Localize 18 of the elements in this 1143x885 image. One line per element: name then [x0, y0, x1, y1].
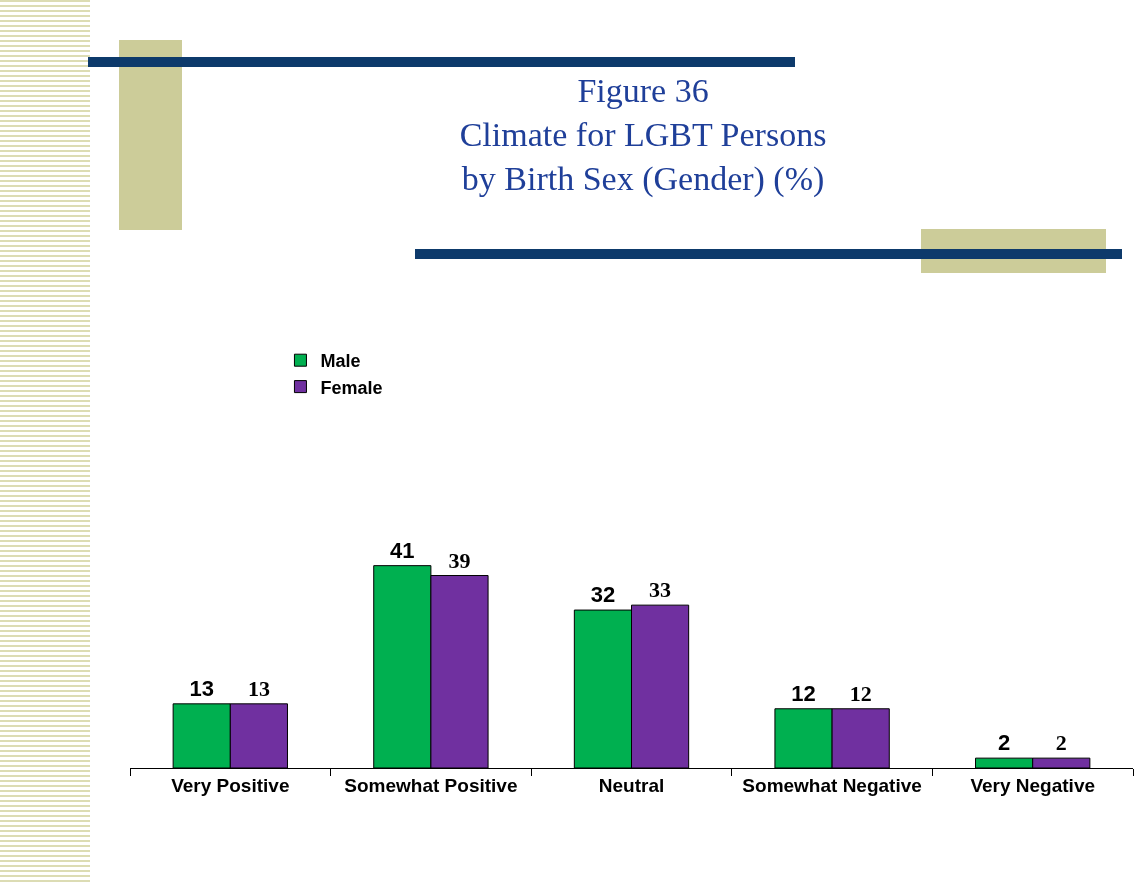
legend-label: Male: [320, 351, 361, 372]
data-label: 41: [390, 537, 415, 563]
data-label: 13: [247, 675, 270, 701]
data-label: 39: [448, 547, 471, 573]
data-label: 2: [1055, 730, 1067, 756]
data-label: 33: [649, 577, 672, 603]
data-label: 2: [997, 730, 1011, 756]
data-label: 13: [189, 675, 214, 701]
x-tick-label: Neutral: [598, 774, 665, 796]
legend-label: Female: [320, 377, 383, 398]
x-tick-label: Somewhat Negative: [742, 774, 922, 796]
x-tick-label: Somewhat Positive: [344, 774, 518, 796]
x-tick-label: Very Negative: [970, 774, 1096, 796]
data-label: 12: [849, 680, 872, 706]
x-tick-label: Very Positive: [171, 774, 290, 796]
data-label: 12: [791, 680, 816, 706]
data-label: 32: [590, 582, 616, 608]
chart-title: Figure 36 Climate for LGBT Persons by Birth Sex (Gender) (%): [459, 71, 827, 199]
